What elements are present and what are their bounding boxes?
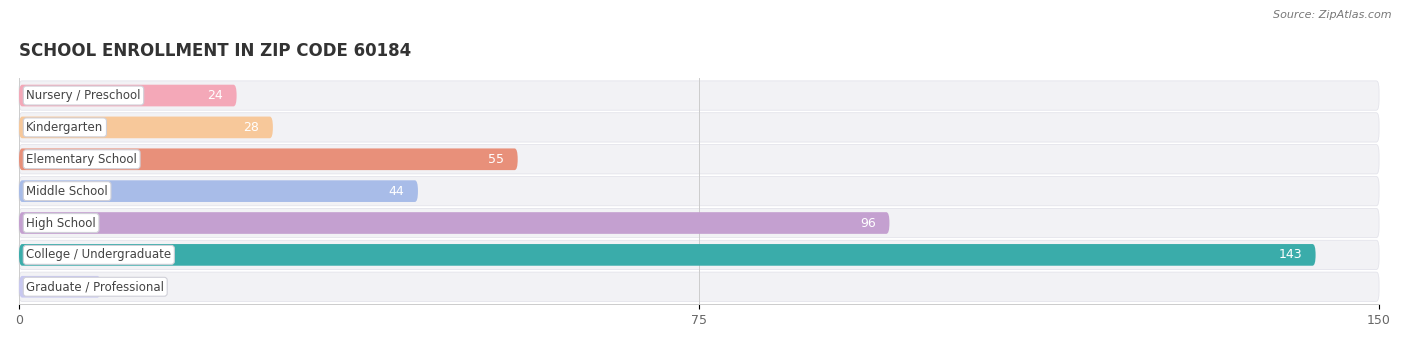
FancyBboxPatch shape — [20, 148, 517, 170]
Text: 44: 44 — [388, 185, 405, 198]
Text: Kindergarten: Kindergarten — [27, 121, 104, 134]
Text: Nursery / Preschool: Nursery / Preschool — [27, 89, 141, 102]
FancyBboxPatch shape — [20, 81, 1379, 110]
FancyBboxPatch shape — [20, 113, 1379, 142]
Text: 55: 55 — [488, 153, 505, 166]
Text: College / Undergraduate: College / Undergraduate — [27, 248, 172, 261]
FancyBboxPatch shape — [20, 244, 1316, 266]
FancyBboxPatch shape — [20, 85, 236, 106]
FancyBboxPatch shape — [20, 208, 1379, 238]
Text: Elementary School: Elementary School — [27, 153, 138, 166]
Text: High School: High School — [27, 216, 96, 229]
Text: Graduate / Professional: Graduate / Professional — [27, 280, 165, 293]
FancyBboxPatch shape — [20, 276, 101, 298]
Text: 28: 28 — [243, 121, 259, 134]
FancyBboxPatch shape — [20, 117, 273, 138]
FancyBboxPatch shape — [20, 240, 1379, 269]
Text: SCHOOL ENROLLMENT IN ZIP CODE 60184: SCHOOL ENROLLMENT IN ZIP CODE 60184 — [20, 42, 411, 60]
Text: Source: ZipAtlas.com: Source: ZipAtlas.com — [1274, 10, 1392, 20]
FancyBboxPatch shape — [20, 180, 418, 202]
FancyBboxPatch shape — [20, 145, 1379, 174]
Text: 24: 24 — [207, 89, 224, 102]
FancyBboxPatch shape — [20, 176, 1379, 206]
Text: 96: 96 — [860, 216, 876, 229]
Text: Middle School: Middle School — [27, 185, 108, 198]
Text: 143: 143 — [1278, 248, 1302, 261]
FancyBboxPatch shape — [20, 212, 890, 234]
FancyBboxPatch shape — [20, 272, 1379, 301]
Text: 9: 9 — [114, 280, 122, 293]
